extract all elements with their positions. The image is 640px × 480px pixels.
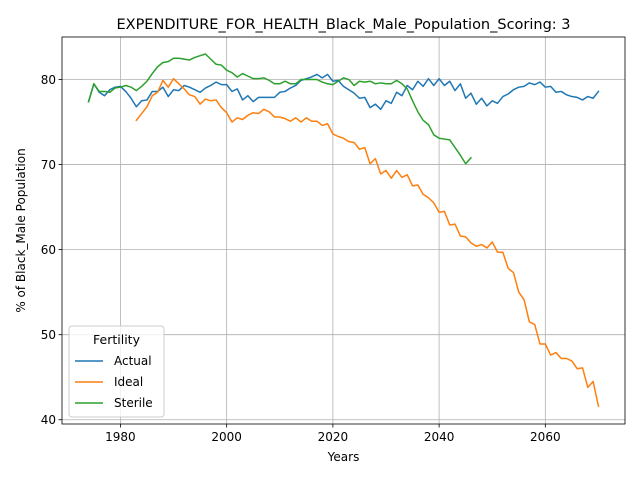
legend-label: Sterile [114,396,153,410]
chart-title: EXPENDITURE_FOR_HEALTH_Black_Male_Popula… [116,17,570,33]
y-tick-label: 80 [41,73,56,87]
series-line-sterile [87,53,473,165]
legend-label: Ideal [114,375,143,389]
series-line-actual [87,73,600,111]
legend-box [68,325,165,418]
x-tick-label: 2060 [530,430,561,444]
x-axis-label: Years [327,450,360,464]
y-axis-label: % of Black_Male Population [14,148,28,312]
x-tick-label: 2040 [424,430,455,444]
y-tick-label: 60 [41,243,56,257]
x-axis-ticks: 1980 2000 2020 2040 2060 [105,424,561,444]
legend-title: Fertility [93,332,141,347]
y-tick-label: 70 [41,158,56,172]
x-tick-label: 1980 [105,430,136,444]
legend-label: Actual [114,354,152,368]
x-tick-label: 2000 [211,430,242,444]
series-lines [87,53,600,408]
plot-frame [61,36,626,425]
series-line-ideal [135,77,600,408]
y-axis-ticks: 40 50 60 70 80 [41,73,62,427]
grid [62,37,625,424]
y-tick-label: 40 [41,413,56,427]
x-tick-label: 2020 [318,430,349,444]
y-tick-label: 50 [41,328,56,342]
legend: Fertility Actual Ideal Sterile [68,325,165,418]
